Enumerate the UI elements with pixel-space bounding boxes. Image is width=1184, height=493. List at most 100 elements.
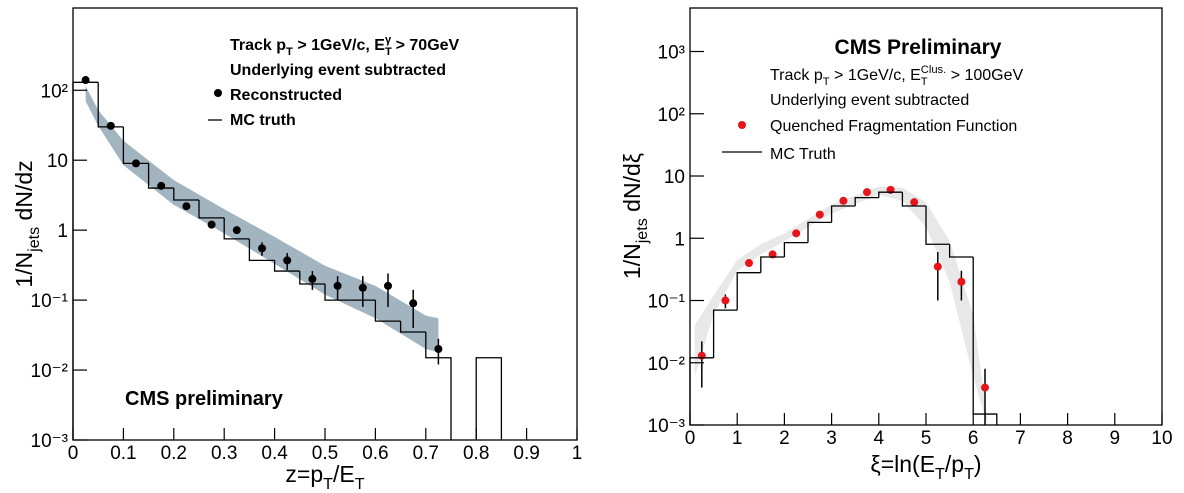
text-part: γ: [385, 34, 392, 46]
histogram-bin: [830, 205, 856, 223]
text-part: T: [286, 46, 293, 58]
x-tick-label: 6: [968, 428, 979, 449]
histogram-bin: [122, 126, 149, 165]
uncertainty-band: [694, 186, 988, 425]
histogram-bin: [972, 256, 998, 425]
annotation: Underlying event subtracted: [230, 62, 446, 79]
text-part: 1/N: [11, 252, 37, 288]
histogram-bin: [712, 309, 738, 358]
histogram-bin: [324, 283, 351, 301]
annotation: CMS Preliminary: [835, 36, 1002, 59]
y-tick-label: 1: [57, 221, 68, 242]
text-part: Track p: [770, 67, 823, 84]
x-axis-title: z=pT/ET: [285, 461, 364, 493]
x-tick-label: 4: [874, 428, 885, 449]
text-part: > 1GeV/c, E: [830, 67, 921, 84]
histogram-bin: [374, 300, 401, 322]
data-point: [308, 275, 317, 284]
histogram-bin: [299, 271, 325, 285]
legend-label: MC truth: [230, 112, 296, 129]
data-point: [182, 202, 191, 211]
annotation: Track pT > 1GeV/c, ETγ > 70GeV: [230, 34, 460, 58]
text-part: z=p: [285, 461, 323, 487]
x-tick-label: 0.8: [463, 443, 489, 464]
histogram-bin: [475, 357, 503, 440]
y-tick-label: 10⁻³: [31, 431, 69, 452]
data-point: [409, 299, 418, 308]
data-point: [745, 259, 753, 268]
histogram-bin: [97, 82, 124, 128]
data-point: [957, 277, 966, 286]
data-point: [981, 383, 989, 392]
histogram-bin: [901, 192, 926, 207]
histogram-bin: [147, 163, 174, 189]
y-tick-label: 10: [47, 151, 68, 172]
annotation: Track pT > 1GeV/c, ETClus. > 100GeV: [770, 64, 1024, 88]
text-part: T: [355, 475, 365, 493]
text-part: /p: [945, 451, 964, 477]
text-part: T: [964, 465, 974, 483]
data-point: [863, 188, 871, 197]
y-tick-label: 10⁻¹: [31, 291, 69, 312]
text-part: T: [823, 76, 830, 88]
legend-label: Quenched Fragmentation Function: [770, 118, 1017, 135]
y-tick-label: 10²: [41, 81, 68, 102]
y-tick-label: 10⁻³: [648, 416, 686, 437]
y-axis-title: 1/Njets dN/dz: [11, 160, 43, 287]
y-tick-label: 10⁻²: [648, 354, 686, 375]
text-part: Underlying event subtracted: [230, 62, 446, 79]
text-part: Track p: [230, 37, 286, 54]
text-part: Clus.: [921, 64, 947, 76]
x-axis-title: ξ=ln(ET/pT): [870, 451, 981, 483]
data-point: [434, 344, 443, 353]
histogram-bin: [223, 217, 250, 240]
y-tick-label: 10⁻¹: [648, 292, 686, 313]
x-tick-label: 0: [685, 428, 696, 449]
annotation: CMS preliminary: [125, 388, 284, 410]
text-part: T: [921, 76, 928, 88]
text-part: Underlying event subtracted: [770, 92, 969, 109]
text-part: > 100GeV: [946, 67, 1023, 84]
histogram-bin: [273, 260, 300, 272]
x-tick-label: 0.2: [161, 443, 187, 464]
x-tick-label: 1: [572, 443, 583, 464]
text-part: ): [974, 451, 982, 477]
histogram-bin: [807, 221, 832, 243]
uncertainty-band: [85, 86, 439, 353]
data-point: [839, 196, 848, 205]
x-tick-label: 0.3: [211, 443, 237, 464]
text-part: > 1GeV/c, E: [293, 37, 385, 54]
data-point: [933, 262, 942, 271]
legend-label: MC Truth: [770, 146, 836, 163]
x-tick-label: 5: [921, 428, 932, 449]
y-tick-label: 1: [674, 229, 685, 250]
y-tick-label: 10: [664, 167, 685, 188]
y-tick-label: 10²: [658, 105, 685, 126]
x-tick-label: 3: [826, 428, 837, 449]
y-axis-title: 1/Njets dN/dξ: [619, 153, 651, 279]
x-tick-label: 7: [1015, 428, 1026, 449]
histogram-bin: [878, 191, 903, 198]
data-point: [283, 256, 292, 265]
data-point: [721, 296, 730, 305]
histogram-bin: [173, 188, 199, 201]
histogram-bin: [783, 241, 808, 257]
histogram-bin: [198, 199, 225, 219]
x-tick-label: 8: [1062, 428, 1073, 449]
legend-label: Reconstructed: [230, 87, 342, 104]
data-point: [207, 220, 216, 229]
x-tick-label: 0.7: [413, 443, 439, 464]
histogram-bin: [948, 244, 974, 258]
legend-marker: [214, 89, 222, 97]
histogram-bin: [399, 321, 426, 333]
text-part: CMS preliminary: [125, 388, 284, 410]
data-point: [258, 244, 266, 253]
legend-marker: [738, 121, 746, 129]
y-tick-label: 10³: [658, 43, 685, 64]
data-point: [106, 121, 115, 130]
text-part: 1/N: [619, 243, 645, 279]
x-tick-label: 9: [1110, 428, 1121, 449]
x-tick-label: 0.1: [110, 443, 136, 464]
data-point: [232, 226, 241, 235]
